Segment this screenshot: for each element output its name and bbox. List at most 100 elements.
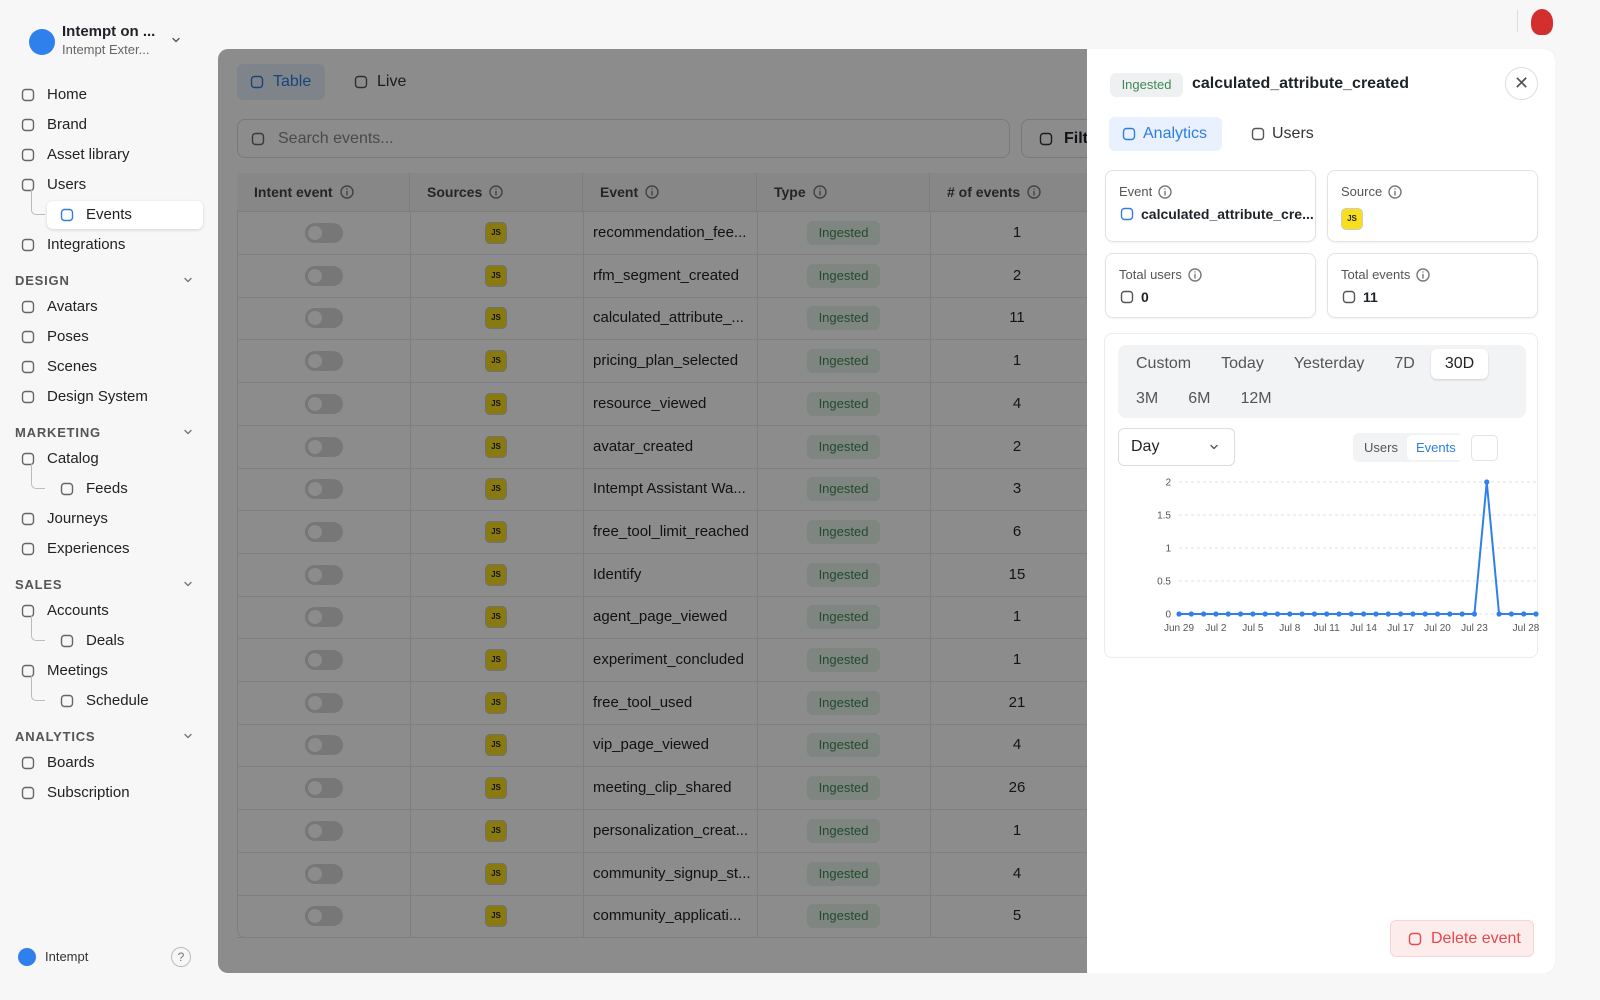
- type-pill: Ingested: [807, 434, 880, 459]
- nav-item[interactable]: Avatars: [47, 298, 98, 315]
- cell-divider: [930, 254, 931, 298]
- table-row: [237, 853, 1337, 896]
- nav-item[interactable]: Subscription: [47, 784, 130, 801]
- nav-section-title: DESIGN: [15, 273, 70, 288]
- cell-divider: [930, 297, 931, 341]
- range-option[interactable]: Today: [1221, 355, 1264, 372]
- range-option[interactable]: 30D: [1430, 349, 1489, 379]
- table-row: [237, 682, 1337, 725]
- cell-divider: [930, 767, 931, 811]
- type-pill: Ingested: [807, 562, 880, 587]
- icon-part: [1027, 185, 1041, 199]
- point: [1201, 611, 1207, 617]
- nav-item[interactable]: Feeds: [86, 480, 128, 497]
- point: [1471, 611, 1478, 617]
- cell-divider: [583, 254, 584, 298]
- view-tab-label: Table: [273, 73, 312, 90]
- x-tick-label: Jul 2: [1205, 623, 1227, 634]
- nav-item[interactable]: Experiences: [47, 540, 130, 557]
- point: [1496, 611, 1502, 617]
- nav-item[interactable]: Events: [86, 206, 132, 223]
- icon-part: [489, 185, 503, 199]
- event-name: personalization_creat...: [593, 821, 749, 839]
- workspace-name[interactable]: Intempt on ...: [62, 23, 156, 40]
- nav-item[interactable]: Brand: [47, 116, 88, 133]
- x-tick-label: Jul 8: [1279, 623, 1301, 634]
- icon: [21, 360, 35, 374]
- toggle-knob: [308, 567, 322, 582]
- cell-divider: [757, 425, 758, 469]
- metric-option[interactable]: Events: [1406, 435, 1465, 460]
- cell-divider: [930, 895, 931, 939]
- icon-part: [1039, 132, 1053, 145]
- cell-divider: [757, 468, 758, 512]
- nav-item[interactable]: Design System: [47, 388, 148, 405]
- icon-part: [21, 360, 35, 374]
- nav-item[interactable]: Accounts: [47, 602, 109, 619]
- x-tick-label: Jul 28: [1513, 623, 1540, 634]
- icon-part: [184, 581, 192, 587]
- icon: [489, 185, 503, 199]
- point: [1484, 479, 1490, 485]
- cell-divider: [757, 340, 758, 384]
- cell-divider: [757, 767, 758, 811]
- help-button[interactable]: ?: [171, 947, 191, 967]
- close-button[interactable]: ✕: [1505, 67, 1538, 100]
- nav-item[interactable]: Meetings: [47, 662, 108, 679]
- icon-part: [812, 185, 827, 199]
- range-option[interactable]: 3M: [1136, 389, 1159, 407]
- toggle-knob: [308, 524, 322, 539]
- range-option[interactable]: 7D: [1394, 355, 1415, 372]
- icon-part: [21, 148, 35, 162]
- nav-item[interactable]: Schedule: [86, 692, 149, 709]
- point: [1422, 611, 1428, 617]
- view-tab[interactable]: Live: [341, 64, 411, 100]
- icon: [21, 756, 35, 770]
- stat-label-text: Event: [1119, 184, 1153, 199]
- nav-item[interactable]: Catalog: [47, 450, 99, 467]
- nav-item[interactable]: Poses: [47, 328, 89, 345]
- source-badge: JS: [485, 777, 507, 800]
- icon-part: [21, 238, 35, 252]
- nav-item[interactable]: Home: [47, 86, 88, 103]
- range-option[interactable]: Custom: [1136, 355, 1192, 372]
- nav-item[interactable]: Deals: [86, 632, 125, 649]
- search-box[interactable]: Search events...: [237, 119, 1010, 158]
- nav-item[interactable]: Scenes: [47, 358, 98, 375]
- type-pill: Ingested: [807, 861, 880, 886]
- point: [1336, 611, 1342, 617]
- panel-tab[interactable]: Users: [1238, 117, 1318, 151]
- panel-tab[interactable]: Analytics: [1109, 117, 1222, 151]
- nav-item[interactable]: Integrations: [47, 236, 126, 253]
- stat-value: calculated_attribute_cre...: [1119, 205, 1314, 223]
- range-option[interactable]: 6M: [1188, 389, 1211, 407]
- nav-item[interactable]: Users: [47, 176, 87, 193]
- icon-part: [1251, 127, 1265, 141]
- nav-item[interactable]: Asset library: [47, 146, 130, 163]
- icon: [21, 512, 35, 526]
- event-count: 1: [1012, 352, 1022, 370]
- footer-logo: [18, 948, 36, 966]
- range-option[interactable]: Yesterday: [1293, 355, 1365, 372]
- chart-type-bar[interactable]: [1499, 435, 1526, 461]
- delete-button[interactable]: Delete event: [1390, 920, 1534, 957]
- icon-part: [1120, 290, 1134, 304]
- cell-divider: [583, 895, 584, 939]
- nav-item[interactable]: Boards: [47, 754, 95, 771]
- user-avatar: [1531, 9, 1553, 35]
- range-option[interactable]: 12M: [1240, 389, 1272, 407]
- icon: [21, 300, 35, 314]
- stat-label: Event: [1119, 183, 1173, 201]
- chart-type-line[interactable]: [1471, 435, 1498, 461]
- y-tick-label: 2: [1165, 478, 1171, 489]
- interval-select[interactable]: Day: [1118, 428, 1235, 466]
- metric-option[interactable]: Users: [1364, 440, 1398, 455]
- event-count: 6: [1012, 522, 1022, 540]
- x-tick-label: Jul 11: [1314, 623, 1340, 634]
- icon: [184, 733, 192, 739]
- nav-item[interactable]: Journeys: [47, 510, 108, 527]
- source-badge: JS: [485, 862, 507, 885]
- cell-divider: [410, 809, 411, 853]
- view-tab[interactable]: Table: [237, 64, 325, 100]
- icon: [21, 118, 35, 132]
